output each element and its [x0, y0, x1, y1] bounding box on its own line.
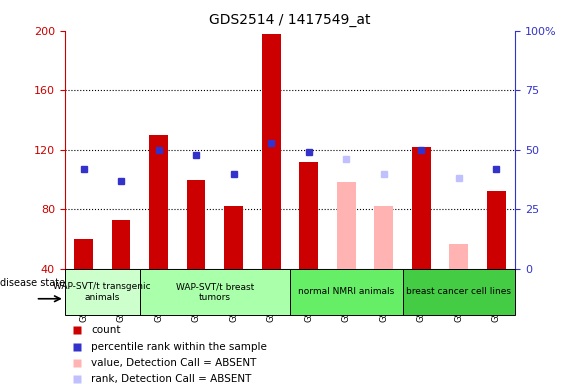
- Bar: [449, 243, 468, 269]
- Text: normal NMRI animals: normal NMRI animals: [298, 287, 394, 296]
- Bar: [187, 180, 205, 269]
- Bar: [403, 269, 515, 315]
- Text: WAP-SVT/t transgenic
animals: WAP-SVT/t transgenic animals: [53, 282, 151, 301]
- Bar: [374, 206, 393, 269]
- Bar: [74, 239, 93, 269]
- Text: value, Detection Call = ABSENT: value, Detection Call = ABSENT: [91, 358, 256, 368]
- Title: GDS2514 / 1417549_at: GDS2514 / 1417549_at: [209, 13, 370, 27]
- Bar: [290, 269, 403, 315]
- Bar: [337, 182, 356, 269]
- Text: rank, Detection Call = ABSENT: rank, Detection Call = ABSENT: [91, 374, 252, 384]
- Text: breast cancer cell lines: breast cancer cell lines: [406, 287, 511, 296]
- Bar: [300, 162, 318, 269]
- Bar: [487, 192, 506, 269]
- Bar: [111, 220, 131, 269]
- Bar: [262, 34, 280, 269]
- Bar: [140, 269, 290, 315]
- Text: percentile rank within the sample: percentile rank within the sample: [91, 342, 267, 352]
- Bar: [149, 135, 168, 269]
- Bar: [65, 269, 140, 315]
- Bar: [412, 147, 431, 269]
- Text: disease state: disease state: [0, 278, 65, 288]
- Text: WAP-SVT/t breast
tumors: WAP-SVT/t breast tumors: [176, 282, 254, 301]
- Bar: [224, 206, 243, 269]
- Text: count: count: [91, 326, 120, 336]
